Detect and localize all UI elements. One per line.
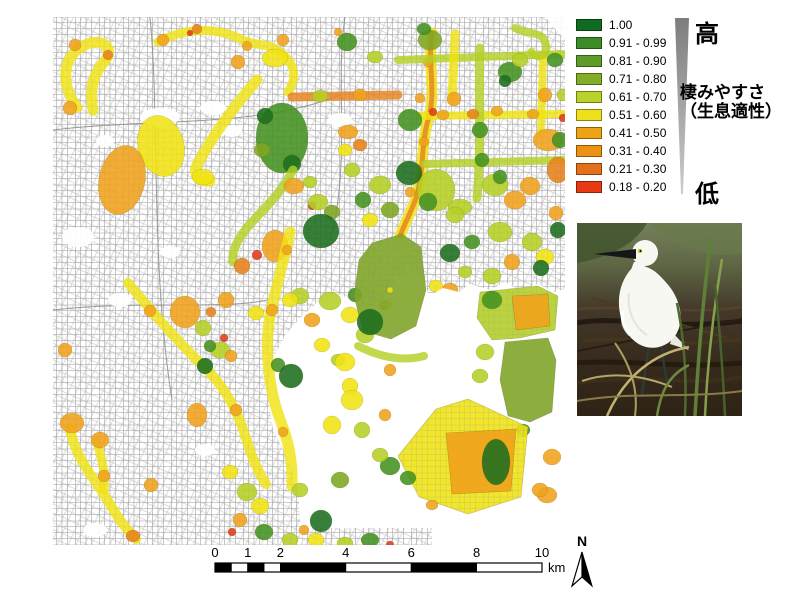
scalebar-tick-label: 6 bbox=[408, 545, 415, 560]
legend-swatch bbox=[576, 163, 602, 175]
legend-label: 0.51 - 0.60 bbox=[609, 108, 667, 122]
egret-bird bbox=[594, 240, 689, 396]
foreground-grass bbox=[577, 236, 742, 416]
legend-label: 0.31 - 0.40 bbox=[609, 144, 667, 158]
legend-item: 0.81 - 0.90 bbox=[576, 52, 666, 70]
legend-label: 0.21 - 0.30 bbox=[609, 162, 667, 176]
low-label: 低 bbox=[695, 181, 719, 208]
scalebar-segment bbox=[247, 562, 265, 573]
legend-swatch bbox=[576, 109, 602, 121]
scalebar-segment bbox=[263, 562, 281, 573]
legend-item: 0.51 - 0.60 bbox=[576, 106, 666, 124]
scalebar-unit: km bbox=[548, 560, 565, 575]
habitat-map bbox=[53, 17, 565, 545]
legend-item: 0.71 - 0.80 bbox=[576, 70, 666, 88]
scalebar-segment bbox=[230, 562, 249, 573]
legend-label: 0.81 - 0.90 bbox=[609, 54, 667, 68]
scalebar-tick-label: 8 bbox=[473, 545, 480, 560]
legend-item: 0.41 - 0.50 bbox=[576, 124, 666, 142]
scalebar-segment bbox=[214, 562, 232, 573]
legend-swatch bbox=[576, 127, 602, 139]
north-arrow-right-half bbox=[581, 551, 593, 588]
scalebar-segment bbox=[410, 562, 477, 573]
legend-label: 1.00 bbox=[609, 18, 633, 32]
beak bbox=[594, 249, 636, 259]
legend-swatch bbox=[576, 73, 602, 85]
legend-title-line1: 棲みやすさ bbox=[680, 83, 765, 102]
scalebar-segment bbox=[345, 562, 412, 573]
north-arrow: N bbox=[570, 533, 593, 588]
suitability-legend: 1.00 0.91 - 0.99 0.81 - 0.90 0.71 - 0.80 0.6… bbox=[576, 16, 666, 196]
north-label: N bbox=[577, 533, 587, 549]
scalebar-tick-label: 4 bbox=[342, 545, 349, 560]
scalebar-tick-label: 1 bbox=[244, 545, 251, 560]
legend-item: 1.00 bbox=[576, 16, 666, 34]
egret-photo bbox=[577, 223, 742, 416]
legend-swatch bbox=[576, 37, 602, 49]
legend-label: 0.71 - 0.80 bbox=[609, 72, 667, 86]
mossy-bank bbox=[647, 223, 742, 255]
scalebar-tick-label: 2 bbox=[277, 545, 284, 560]
legend-item: 0.61 - 0.70 bbox=[576, 88, 666, 106]
legend-label: 0.61 - 0.70 bbox=[609, 90, 667, 104]
scalebar-segment bbox=[280, 562, 347, 573]
high-label: 高 bbox=[695, 21, 719, 48]
legend-item: 0.18 - 0.20 bbox=[576, 178, 666, 196]
scalebar-segment bbox=[476, 562, 543, 573]
legend-swatch bbox=[576, 145, 602, 157]
legend-swatch bbox=[576, 19, 602, 31]
legend-label: 0.41 - 0.50 bbox=[609, 126, 667, 140]
legend-title: 棲みやすさ （生息適性） bbox=[680, 83, 782, 121]
legend-item: 0.91 - 0.99 bbox=[576, 34, 666, 52]
legend-swatch bbox=[576, 55, 602, 67]
scalebar-tick-label: 10 bbox=[535, 545, 549, 560]
grass-clump bbox=[577, 223, 647, 263]
scalebar-tick-label: 0 bbox=[211, 545, 218, 560]
legend-swatch bbox=[576, 181, 602, 193]
legend-item: 0.21 - 0.30 bbox=[576, 160, 666, 178]
legend-swatch bbox=[576, 91, 602, 103]
legend-label: 0.91 - 0.99 bbox=[609, 36, 667, 50]
legend-label: 0.18 - 0.20 bbox=[609, 180, 667, 194]
legend-item: 0.31 - 0.40 bbox=[576, 142, 666, 160]
legend-title-line2: （生息適性） bbox=[680, 102, 782, 121]
habitat-patches bbox=[53, 17, 565, 545]
north-arrow-left-half bbox=[570, 551, 583, 588]
